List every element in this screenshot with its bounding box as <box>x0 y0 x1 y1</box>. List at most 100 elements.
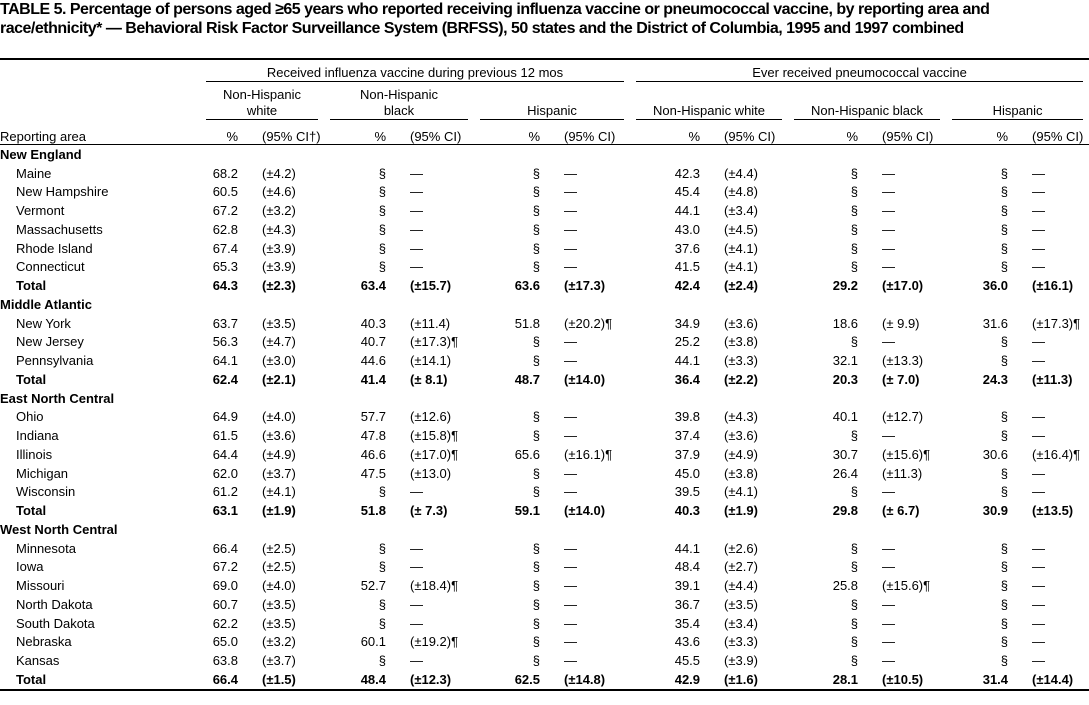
data-row: Kansas 63.8 (±3.7) § — § — 45.5 (±3.9) § — § — <box>0 651 1089 670</box>
header-cell <box>0 60 200 82</box>
area-name: Minnesota <box>16 540 76 556</box>
ci-cell: (±17.0) <box>882 278 924 294</box>
ci-cell: (±4.5) <box>724 221 758 237</box>
ci-cell: — <box>1032 240 1046 256</box>
ci-cell: — <box>882 653 896 669</box>
percent-cell: § <box>532 559 540 575</box>
ci-cell: — <box>564 203 577 219</box>
column-header: (95% CI) <box>396 120 474 145</box>
ci-cell: (±4.2) <box>262 165 296 181</box>
ci-cell: (±16.1) <box>1032 278 1074 294</box>
ci-cell: — <box>882 203 896 219</box>
subgroup-label: Non-Hispanic white <box>636 103 783 120</box>
column-header: % <box>200 120 248 145</box>
data-row: Maine 68.2 (±4.2) § — § — 42.3 (±4.4) § — § — <box>0 164 1089 183</box>
percent-cell: 61.5 <box>212 428 238 444</box>
percent-cell: 48.4 <box>674 559 701 575</box>
percent-cell: 57.7 <box>360 409 386 425</box>
percent-cell: § <box>850 634 859 650</box>
ci-cell: — <box>1032 634 1046 650</box>
ci-cell: (±4.0) <box>262 578 296 594</box>
percent-cell: 62.5 <box>474 670 550 691</box>
ci-cell: (±12.3) <box>396 670 474 691</box>
percent-cell: 42.4 <box>674 278 701 294</box>
ci-cell: (±3.9) <box>724 653 758 669</box>
percent-cell: 63.8 <box>212 653 238 669</box>
data-row: South Dakota 62.2 (±3.5) § — § — 35.4 (±3.4) § — § — <box>0 614 1089 633</box>
ci-cell: — <box>882 540 896 556</box>
ci-cell: (±4.3) <box>724 409 758 425</box>
percent-cell: 45.4 <box>674 184 701 200</box>
ci-cell: (±1.9) <box>262 503 296 519</box>
percent-cell: 67.4 <box>212 240 238 256</box>
percent-cell: § <box>532 615 540 631</box>
percent-cell: 18.6 <box>832 315 859 331</box>
ci-cell: — <box>564 428 577 444</box>
ci-cell: (±15.7) <box>410 278 452 294</box>
ci-cell: (±16.1)¶ <box>564 446 613 462</box>
ci-cell: (±2.2) <box>724 371 758 387</box>
ci-cell: (±4.4) <box>724 578 758 594</box>
ci-cell: — <box>564 259 577 275</box>
ci-cell: (±3.7) <box>262 465 296 481</box>
percent-cell: § <box>532 353 540 369</box>
section-name: East North Central <box>0 390 115 406</box>
ci-cell: (±20.2)¶ <box>564 315 613 331</box>
percent-cell: 28.1 <box>788 670 869 691</box>
percent-cell: § <box>532 578 540 594</box>
percent-cell: § <box>378 615 386 631</box>
ci-cell: — <box>1032 409 1046 425</box>
ci-cell: — <box>882 559 896 575</box>
percent-cell: 60.7 <box>212 596 238 612</box>
column-header: % <box>630 120 711 145</box>
percent-cell: § <box>532 203 540 219</box>
ci-cell: — <box>564 240 577 256</box>
percent-cell: § <box>1000 615 1009 631</box>
ci-cell: (±3.0) <box>262 353 296 369</box>
percent-cell: 68.2 <box>212 165 238 181</box>
subgroup-label: Hispanic <box>480 103 625 120</box>
subgroup-label: Hispanic <box>952 103 1084 120</box>
ci-cell: — <box>1032 221 1046 237</box>
percent-cell: § <box>378 259 386 275</box>
ci-cell: — <box>1032 428 1046 444</box>
section-row: New England <box>0 145 1089 164</box>
ci-cell: (±3.9) <box>262 240 296 256</box>
ci-cell: (±3.8) <box>724 334 758 350</box>
percent-cell: 20.3 <box>832 371 859 387</box>
percent-cell: § <box>532 221 540 237</box>
area-name: Missouri <box>16 578 65 594</box>
ci-cell: — <box>882 596 896 612</box>
ci-cell: (±3.2) <box>262 203 296 219</box>
percent-cell: 36.0 <box>982 278 1009 294</box>
percent-cell: 51.8 <box>360 503 386 519</box>
percent-cell: § <box>532 540 540 556</box>
percent-cell: 66.4 <box>200 670 248 691</box>
percent-cell: § <box>850 484 859 500</box>
percent-cell: § <box>850 259 859 275</box>
percent-cell: § <box>1000 540 1009 556</box>
ci-cell: — <box>410 540 423 556</box>
data-row: Michigan 62.0 (±3.7) 47.5 (±13.0) § — 45.0 (±3.8… <box>0 464 1089 483</box>
ci-cell: (±3.6) <box>724 428 758 444</box>
section-name: West North Central <box>0 521 118 537</box>
ci-cell: — <box>564 353 577 369</box>
ci-cell: (±11.3) <box>1032 371 1073 387</box>
percent-cell: 34.9 <box>674 315 701 331</box>
ci-cell: (± 7.3) <box>410 503 448 519</box>
area-name: New Hampshire <box>16 184 109 200</box>
percent-cell: § <box>532 334 540 350</box>
area-name: Total <box>16 278 47 294</box>
percent-cell: § <box>378 184 386 200</box>
data-row: Pennsylvania 64.1 (±3.0) 44.6 (±14.1) § — 44.1 (… <box>0 351 1089 370</box>
percent-cell: § <box>532 165 540 181</box>
percent-cell: § <box>850 559 859 575</box>
percent-cell: 51.8 <box>514 315 540 331</box>
percent-cell: 67.2 <box>212 559 238 575</box>
column-header: % <box>324 120 396 145</box>
ci-cell: (±12.7) <box>882 409 924 425</box>
percent-cell: 67.2 <box>212 203 238 219</box>
percent-cell: § <box>1000 578 1009 594</box>
ci-cell: (±4.8) <box>724 184 758 200</box>
ci-cell: — <box>1032 465 1046 481</box>
